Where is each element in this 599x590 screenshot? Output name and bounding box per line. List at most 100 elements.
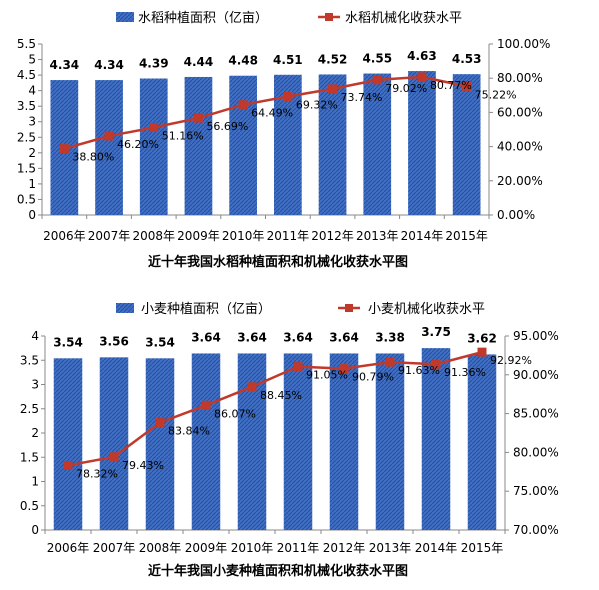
line-data-label: 90.79% [352,371,394,384]
chart-title: 近十年我国小麦种植面积和机械化收获水平图 [148,563,408,579]
y-tick-label: 3 [31,378,39,392]
line-point [328,84,338,94]
line-point [247,382,257,392]
y-tick-label: 5.5 [17,37,36,51]
y-tick-label: 1.5 [17,161,36,175]
legend-line-marker [325,13,333,21]
bar-data-label: 4.48 [228,54,258,68]
bar-data-label: 4.52 [318,52,348,66]
x-tick-label: 2009年 [185,541,228,555]
line-point [462,81,472,91]
line-data-label: 83.84% [168,425,210,438]
bar-data-label: 3.64 [329,330,359,344]
x-tick-label: 2006年 [43,229,86,243]
bar-data-label: 4.63 [407,49,437,63]
line-data-label: 92.92% [490,354,532,367]
bar-data-label: 4.44 [184,55,214,69]
line-point [293,362,303,372]
x-tick-label: 2008年 [139,541,182,555]
bar-data-label: 4.34 [94,58,124,72]
bar [99,357,129,530]
line-point [283,91,293,101]
y2-tick-label: 80.00% [497,71,543,85]
x-tick-label: 2007年 [93,541,136,555]
bar [421,348,451,530]
y2-tick-label: 85.00% [513,407,559,421]
x-tick-label: 2011年 [277,541,320,555]
y2-tick-label: 80.00% [513,445,559,459]
x-tick-label: 2015年 [445,229,488,243]
bar [145,358,175,530]
x-tick-label: 2013年 [369,541,412,555]
bar [191,353,221,530]
bar [329,353,359,530]
line-data-label: 91.63% [398,364,440,377]
x-tick-label: 2014年 [401,229,444,243]
bar-data-label: 4.51 [273,53,303,67]
bar [375,353,405,530]
bar [95,80,123,215]
bar-data-label: 3.38 [375,330,405,344]
x-tick-label: 2006年 [47,541,90,555]
y-tick-label: 2 [28,146,36,160]
bar [467,354,497,530]
y-tick-label: 3.5 [17,99,36,113]
bar [452,74,481,216]
x-tick-label: 2010年 [231,541,274,555]
legend-line-marker [345,304,353,312]
x-tick-label: 2013年 [356,229,399,243]
y-tick-label: 2.5 [17,130,36,144]
line-data-label: 88.45% [260,389,302,402]
bar [408,71,436,215]
x-tick-label: 2012年 [323,541,366,555]
line-point [109,452,119,462]
chart-2: 00.511.522.533.5470.00%75.00%80.00%85.00… [20,301,559,579]
line-data-label: 86.07% [214,407,256,420]
y-tick-label: 3 [28,115,36,129]
bar [229,75,258,215]
line-series [67,350,483,467]
bar [363,73,392,215]
x-tick-label: 2015年 [461,541,504,555]
y2-tick-label: 0.00% [497,208,535,222]
bar-data-label: 3.56 [99,334,129,348]
line-point [149,123,159,133]
line-point [417,72,427,82]
line-point [193,113,203,123]
line-data-label: 46.20% [117,138,159,151]
y-tick-label: 0.5 [20,499,39,513]
y-tick-label: 2 [31,426,39,440]
y2-tick-label: 40.00% [497,140,543,154]
line-point [155,418,165,428]
line-point [339,364,349,374]
bar-data-label: 3.54 [145,335,175,349]
x-tick-label: 2007年 [88,229,131,243]
y2-tick-label: 90.00% [513,368,559,382]
y2-tick-label: 20.00% [497,174,543,188]
line-data-label: 56.69% [206,120,248,133]
bar [184,76,213,215]
y2-tick-label: 70.00% [513,523,559,537]
chart-1: 0 0.51 1.52 2.53 3.54 4.55 5.5 0.00% 20.00% 40.00… [17,10,550,270]
y-tick-label: 4 [28,84,36,98]
legend-line-label: 小麦机械化收获水平 [368,302,485,317]
line-point [104,131,114,141]
y2-tick-label: 75.00% [513,484,559,498]
bar-data-label: 3.64 [191,330,221,344]
bar-data-label: 4.39 [139,57,169,71]
y-tick-label: 3.5 [20,353,39,367]
bar-data-label: 3.64 [283,330,313,344]
x-tick-label: 2008年 [132,229,175,243]
y-tick-label: 0.5 [17,192,36,206]
line-data-label: 91.05% [306,369,348,382]
bar-data-label: 3.62 [467,331,497,345]
line-data-label: 38.80% [72,151,114,164]
bar [318,74,347,216]
legend-bar-swatch [116,12,134,22]
x-tick-label: 2009年 [177,229,220,243]
bar-data-label: 3.54 [53,335,83,349]
y-tick-label: 1 [28,177,36,191]
bar [139,78,168,215]
bar-data-label: 3.75 [421,325,451,339]
